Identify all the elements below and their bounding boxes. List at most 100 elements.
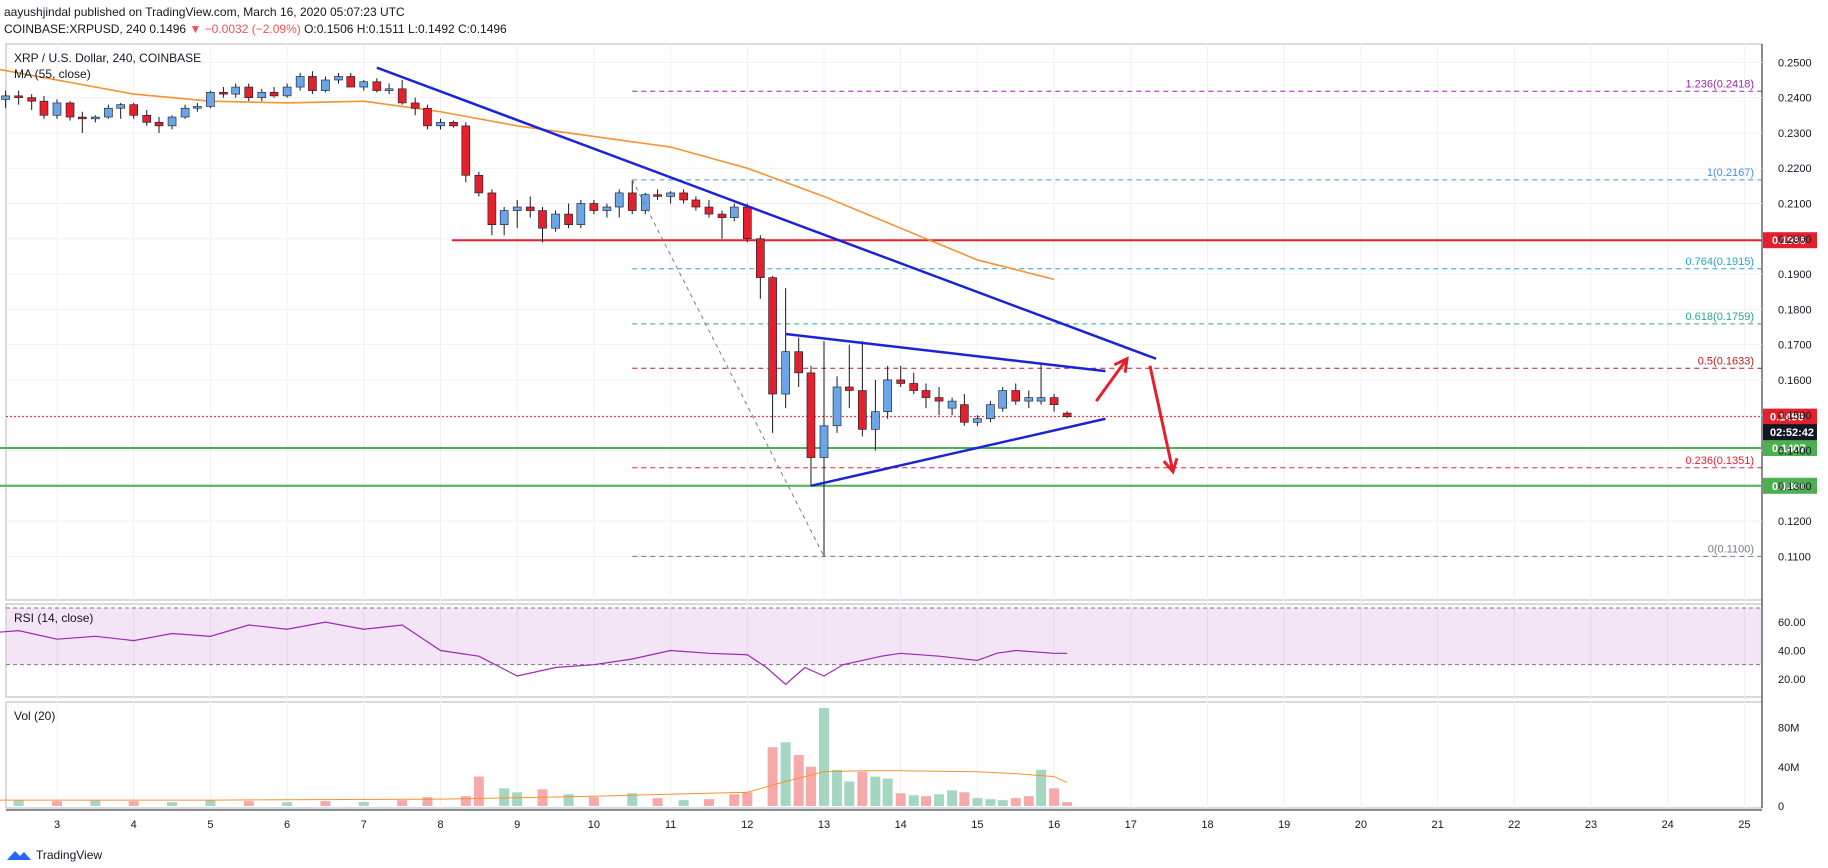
rsi-tick-label: 40.00 — [1778, 646, 1806, 658]
candle-body — [487, 192, 497, 225]
candle-body — [832, 386, 842, 427]
candle-body — [512, 206, 522, 211]
volume-bar — [652, 798, 663, 806]
candle — [461, 122, 471, 183]
support-price-tag — [1763, 440, 1817, 457]
volume-bar — [819, 708, 829, 806]
fib-level-label: 0.764(0.1915) — [1686, 256, 1755, 268]
ohlc-low: L:0.1492 — [407, 22, 455, 36]
candle-body — [986, 404, 995, 420]
candle-body — [1062, 412, 1072, 417]
x-tick-label: 6 — [284, 819, 290, 831]
candle-body — [679, 192, 688, 201]
fib-level-label: 0(0.1100) — [1708, 543, 1754, 555]
candle-body — [308, 76, 317, 91]
candle — [525, 196, 535, 218]
y-tick-label: 0.1500 — [1778, 410, 1812, 422]
x-tick-label: 25 — [1738, 819, 1750, 831]
candle — [756, 235, 765, 299]
y-tick-label: 0.1900 — [1778, 269, 1812, 281]
candle-body — [525, 206, 535, 211]
candle — [998, 386, 1008, 412]
y-tick-label: 0.2500 — [1778, 57, 1812, 69]
chart-title: XRP / U.S. Dollar, 240, COINBASE — [14, 51, 201, 65]
trendline — [376, 66, 1157, 360]
x-tick-label: 9 — [514, 819, 520, 831]
symbol-line: COINBASE:XRPUSD, 240 0.1496 ▼ −0.0032 (−… — [4, 21, 507, 38]
candle — [589, 199, 599, 215]
candle-body — [499, 210, 509, 225]
y-tick-label: 0.1200 — [1778, 516, 1812, 528]
candle-body — [346, 76, 356, 88]
candle — [512, 199, 522, 229]
candle-body — [257, 92, 267, 98]
volume-bar — [832, 769, 843, 806]
volume-bar — [1023, 796, 1034, 806]
candle — [602, 203, 612, 218]
ma-label: MA (55, close) — [14, 67, 91, 81]
candle — [947, 397, 957, 416]
countdown-tag — [1763, 424, 1817, 441]
candle — [104, 104, 113, 119]
candle — [691, 196, 701, 211]
volume-bar — [908, 795, 919, 806]
x-tick-label: 5 — [207, 819, 213, 831]
candle — [78, 111, 87, 133]
candle — [384, 83, 394, 95]
x-tick-label: 15 — [971, 819, 983, 831]
candle — [231, 83, 241, 98]
footer-brand[interactable]: TradingView — [6, 848, 102, 862]
fib-level-label: 0.5(0.1633) — [1698, 355, 1754, 367]
support-price-tag — [1763, 477, 1817, 494]
candle-body — [704, 206, 714, 215]
volume-bar — [985, 799, 996, 806]
volume-bar — [512, 792, 523, 806]
candle — [142, 109, 152, 126]
candle-body — [602, 206, 612, 211]
candle — [832, 376, 842, 433]
candle-body — [410, 102, 420, 109]
y-tick-label: 0.2200 — [1778, 163, 1812, 175]
candle-body — [52, 102, 62, 116]
publisher-line: aayushjindal published on TradingView.co… — [4, 5, 405, 19]
x-tick-label: 11 — [665, 819, 676, 831]
y-tick-label: 0.1400 — [1778, 445, 1812, 457]
volume-bar — [473, 776, 484, 806]
candle — [244, 83, 254, 102]
candle-body — [1011, 390, 1021, 402]
candle — [129, 102, 138, 119]
volume-bar — [460, 796, 471, 806]
candle-body — [206, 92, 215, 107]
candle-body — [461, 125, 471, 176]
candle-body — [576, 203, 586, 225]
candle — [717, 210, 727, 239]
candle-body — [436, 122, 445, 127]
arrow-shaft — [1148, 365, 1175, 472]
candle-body — [474, 174, 484, 194]
fib-level-label: 1.236(0.2418) — [1686, 78, 1755, 90]
candle — [806, 365, 816, 486]
candle — [794, 337, 803, 387]
candle-body — [947, 400, 957, 409]
ohlc-high: H:0.1511 — [356, 22, 405, 36]
fib-level-label: 0.236(0.1351) — [1686, 455, 1755, 467]
candle-body — [909, 383, 919, 391]
candle-body — [334, 76, 343, 81]
fib-level-label: 1(0.2167) — [1707, 167, 1754, 179]
volume-bar — [742, 792, 753, 806]
candle — [564, 203, 573, 229]
candle-body — [154, 122, 164, 127]
volume-bar — [780, 742, 791, 806]
candle-body — [960, 404, 969, 423]
rsi-tick-label: 60.00 — [1778, 617, 1806, 629]
candle-body — [397, 88, 407, 104]
y-tick-label: 0.1300 — [1778, 481, 1812, 493]
volume-bar — [243, 801, 254, 806]
candle — [206, 90, 215, 109]
candle — [729, 203, 739, 222]
volume-bar — [870, 776, 881, 806]
volume-bar — [844, 781, 855, 806]
countdown-tag-text: 02:52:42 — [1770, 427, 1814, 439]
candle — [871, 379, 880, 451]
